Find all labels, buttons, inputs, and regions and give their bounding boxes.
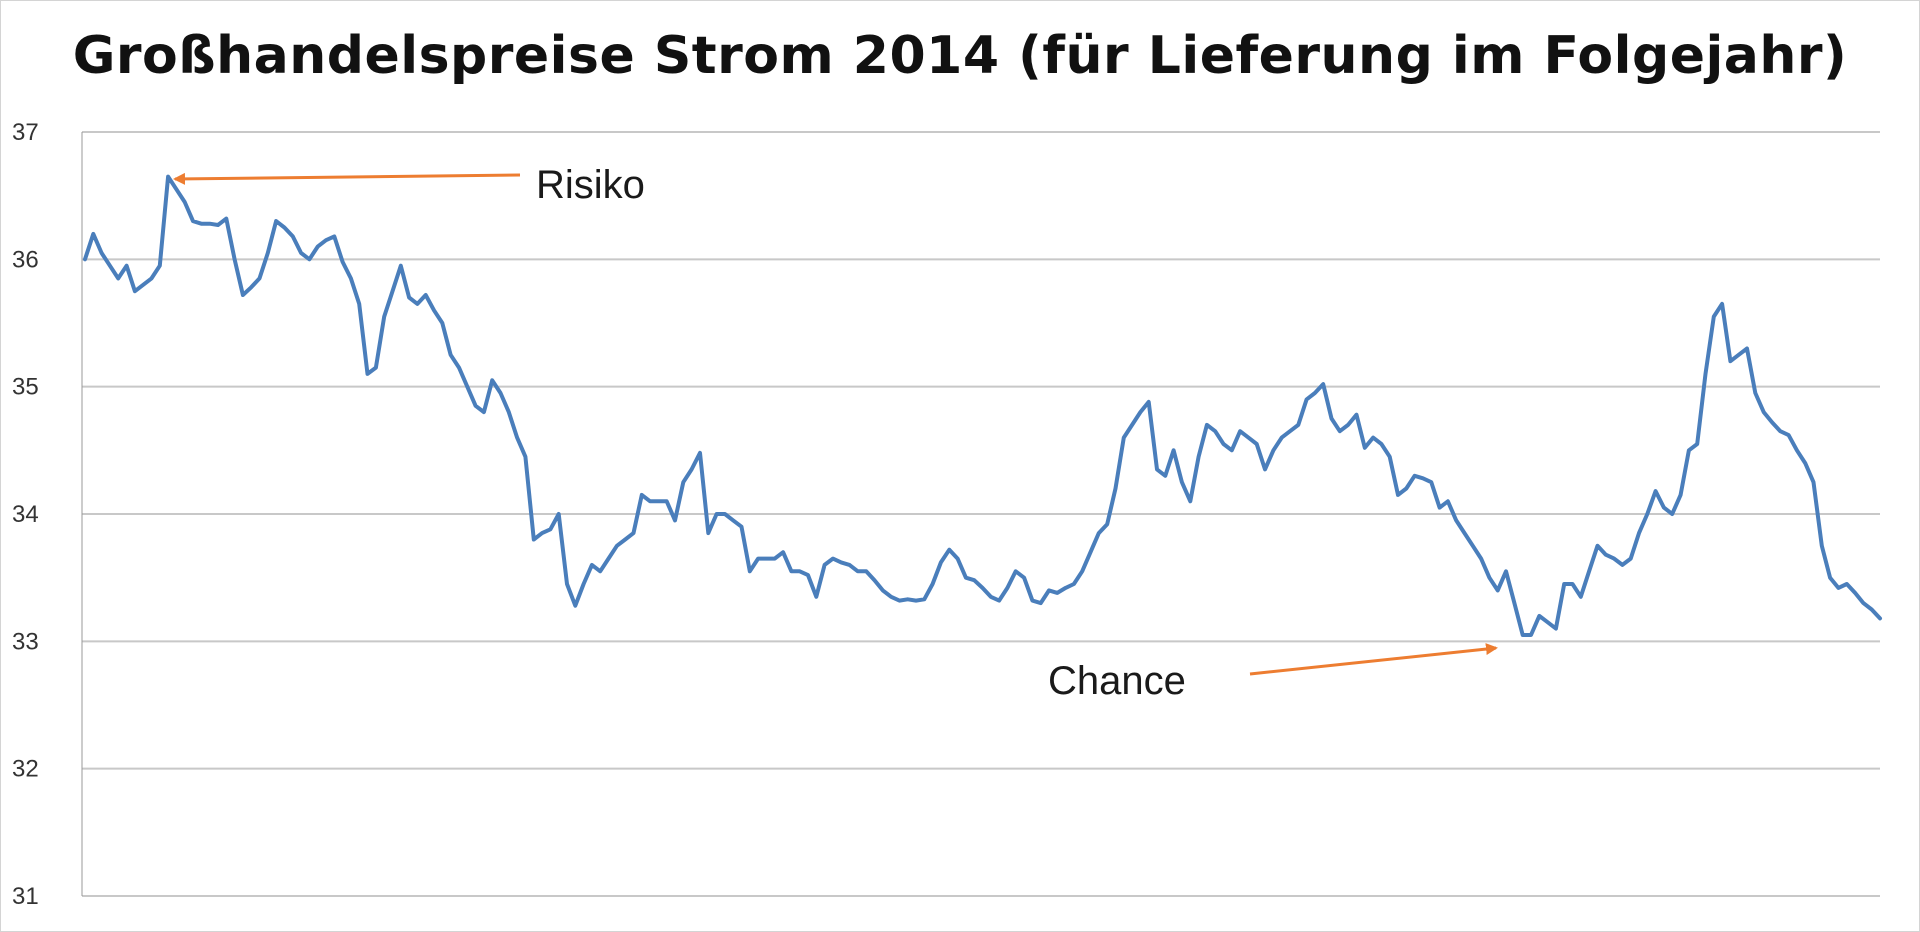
gridlines xyxy=(82,131,1880,897)
chart-title: Großhandelspreise Strom 2014 (für Liefer… xyxy=(72,26,1848,86)
y-tick-label: 36 xyxy=(12,246,39,273)
y-tick-label: 34 xyxy=(12,501,39,528)
y-tick-label: 33 xyxy=(12,628,39,655)
risiko-arrow xyxy=(173,172,521,185)
chance-arrow xyxy=(1249,643,1498,676)
series-line xyxy=(83,174,1882,637)
y-tick-label: 32 xyxy=(12,756,39,783)
y-tick-label: 35 xyxy=(12,374,39,401)
y-tick-label: 37 xyxy=(12,119,39,146)
y-tick-label: 31 xyxy=(12,883,39,910)
risiko-annotation: Risiko xyxy=(536,163,645,207)
y-axis-ticks: 31 32 33 34 35 36 37 xyxy=(12,119,39,910)
chance-annotation: Chance xyxy=(1048,659,1186,703)
